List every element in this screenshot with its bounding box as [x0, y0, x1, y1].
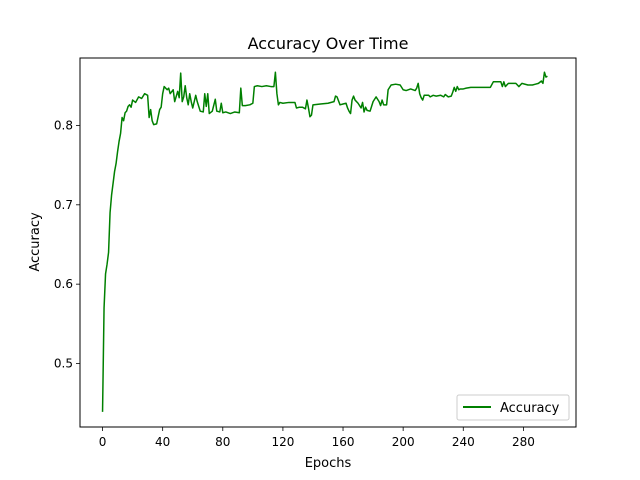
y-tick-label: 0.7 — [54, 198, 73, 212]
y-axis-ticks: 0.5 0.6 0.7 0.8 — [54, 118, 80, 371]
y-tick-label: 0.6 — [54, 277, 73, 291]
x-tick-label: 280 — [512, 435, 535, 449]
series-line-0 — [101, 71, 548, 412]
y-tick-label: 0.8 — [54, 118, 73, 132]
plot-area — [80, 58, 576, 427]
plot-frame — [79, 57, 577, 428]
legend-label: Accuracy — [500, 401, 560, 416]
y-axis-label: Accuracy — [28, 212, 43, 272]
x-tick-label: 160 — [332, 435, 355, 449]
x-tick-label: 80 — [215, 435, 230, 449]
x-tick-label: 200 — [392, 435, 415, 449]
x-tick-label: 120 — [271, 435, 294, 449]
legend-box — [456, 394, 570, 421]
series-layer — [101, 71, 548, 412]
x-axis-label: Epochs — [305, 456, 352, 471]
x-axis-ticks: 0 40 80 120 160 200 240 280 — [99, 427, 535, 449]
x-tick-label: 0 — [99, 435, 107, 449]
x-tick-label: 40 — [155, 435, 170, 449]
legend: Accuracy — [456, 394, 570, 421]
x-tick-label: 240 — [452, 435, 475, 449]
chart-title: Accuracy Over Time — [248, 34, 409, 53]
y-tick-label: 0.5 — [54, 357, 73, 371]
